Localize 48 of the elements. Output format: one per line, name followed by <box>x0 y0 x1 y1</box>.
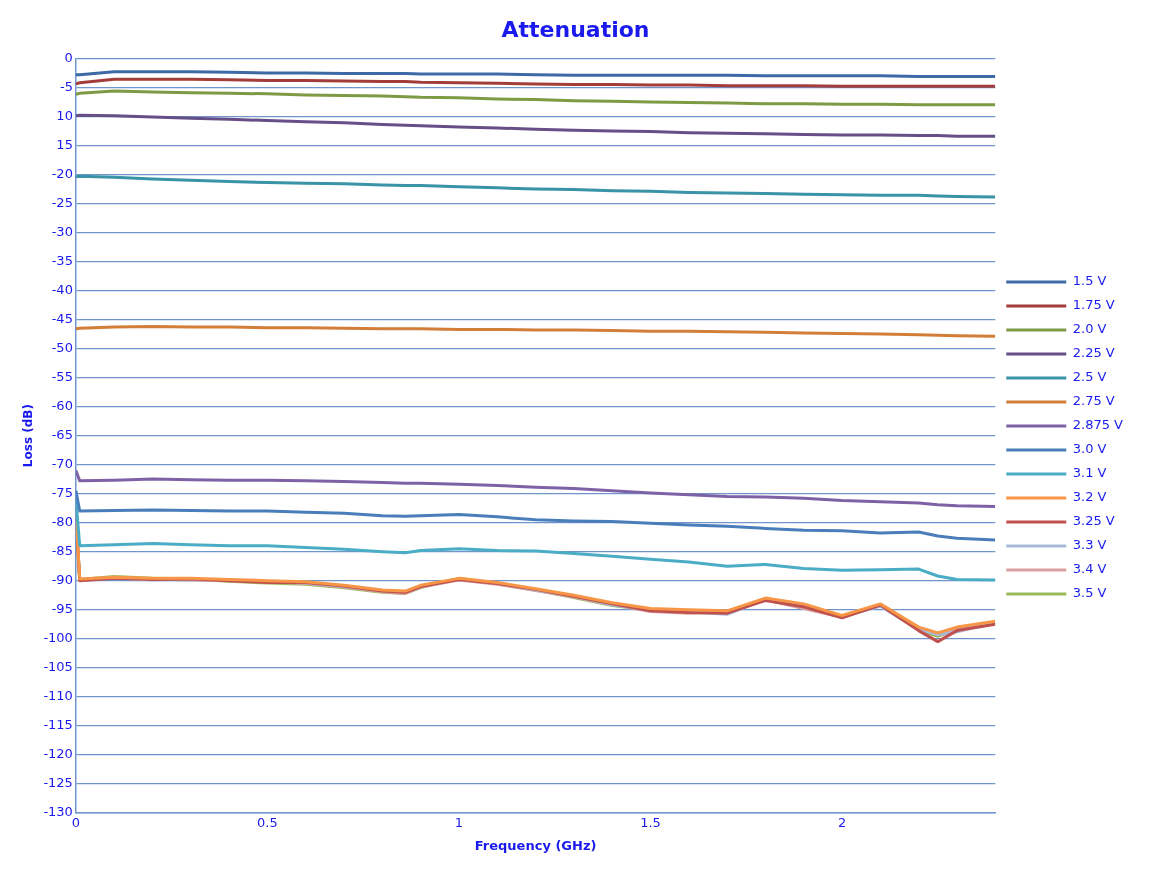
y-tick-label: -110 <box>43 688 73 704</box>
y-axis-title: Loss (dB) <box>21 404 36 468</box>
legend-label: 2.875 V <box>1072 417 1124 433</box>
legend-label: 1.5 V <box>1072 273 1107 289</box>
y-tick-label: -40 <box>51 281 73 297</box>
y-tick-label: -25 <box>51 194 73 210</box>
legend-label: 3.1 V <box>1072 465 1107 481</box>
y-tick-label: -35 <box>51 252 73 268</box>
y-tick-label: -125 <box>43 775 73 791</box>
x-axis-title: Frequency (GHz) <box>474 837 597 853</box>
legend-label: 3.4 V <box>1072 561 1107 577</box>
legend-label: 3.2 V <box>1072 489 1107 505</box>
y-tick-label: -80 <box>51 514 73 530</box>
legend-label: 2.75 V <box>1072 393 1115 409</box>
y-tick-label: 0 <box>64 49 73 65</box>
legend-label: 3.0 V <box>1072 441 1107 457</box>
x-tick-label: 1.5 <box>640 814 661 830</box>
y-tick-label: -105 <box>43 659 73 675</box>
y-tick-label: -70 <box>51 455 73 471</box>
y-tick-label: -100 <box>43 630 73 646</box>
y-tick-label: 10 <box>56 107 73 123</box>
y-tick-label: -55 <box>51 368 73 384</box>
x-tick-label: 2 <box>837 814 847 830</box>
legend-label: 2.0 V <box>1072 321 1107 337</box>
y-tick-label: -5 <box>59 78 73 94</box>
y-tick-label: -65 <box>51 426 73 442</box>
x-tick-label: 1 <box>454 814 464 830</box>
y-tick-label: -130 <box>43 804 73 820</box>
y-tick-label: -115 <box>43 717 73 733</box>
y-tick-label: -20 <box>51 165 73 181</box>
y-tick-label: -95 <box>51 601 73 617</box>
legend-label: 3.5 V <box>1072 585 1107 601</box>
legend-label: 2.25 V <box>1072 345 1115 361</box>
x-tick-label: 0.5 <box>257 814 278 830</box>
legend-label: 1.75 V <box>1072 297 1115 313</box>
legend-label: 3.25 V <box>1072 513 1115 529</box>
y-tick-label: -60 <box>51 397 73 413</box>
y-tick-label: -30 <box>51 223 73 239</box>
chart-title: Attenuation <box>501 16 650 42</box>
legend-label: 3.3 V <box>1072 537 1107 553</box>
y-tick-label: -45 <box>51 310 73 326</box>
y-tick-label: -120 <box>43 746 73 762</box>
y-tick-label: -90 <box>51 572 73 588</box>
legend-label: 2.5 V <box>1072 369 1107 385</box>
y-tick-label: -85 <box>51 543 73 559</box>
y-tick-label: -50 <box>51 339 73 355</box>
y-tick-label: 15 <box>56 136 73 152</box>
y-tick-label: -75 <box>51 485 73 501</box>
